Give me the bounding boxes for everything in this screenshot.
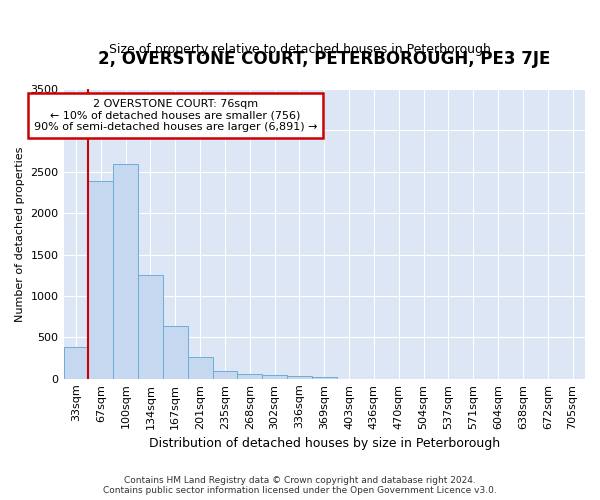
Bar [238, 374, 262, 379]
Bar [64, 346, 88, 379]
Text: Contains HM Land Registry data © Crown copyright and database right 2024.
Contai: Contains HM Land Registry data © Crown c… [103, 476, 497, 495]
Bar [113, 164, 138, 379]
Bar [163, 326, 188, 379]
Bar [188, 358, 212, 379]
Bar [88, 181, 113, 379]
Title: 2, OVERSTONE COURT, PETERBOROUGH, PE3 7JE: 2, OVERSTONE COURT, PETERBOROUGH, PE3 7J… [98, 50, 550, 68]
Bar [138, 276, 163, 379]
Y-axis label: Number of detached properties: Number of detached properties [15, 146, 25, 322]
Bar [312, 376, 337, 379]
Text: 2 OVERSTONE COURT: 76sqm
← 10% of detached houses are smaller (756)
90% of semi-: 2 OVERSTONE COURT: 76sqm ← 10% of detach… [34, 99, 317, 132]
Text: Size of property relative to detached houses in Peterborough: Size of property relative to detached ho… [109, 42, 491, 56]
Bar [262, 374, 287, 379]
Bar [212, 372, 238, 379]
Bar [287, 376, 312, 379]
X-axis label: Distribution of detached houses by size in Peterborough: Distribution of detached houses by size … [149, 437, 500, 450]
